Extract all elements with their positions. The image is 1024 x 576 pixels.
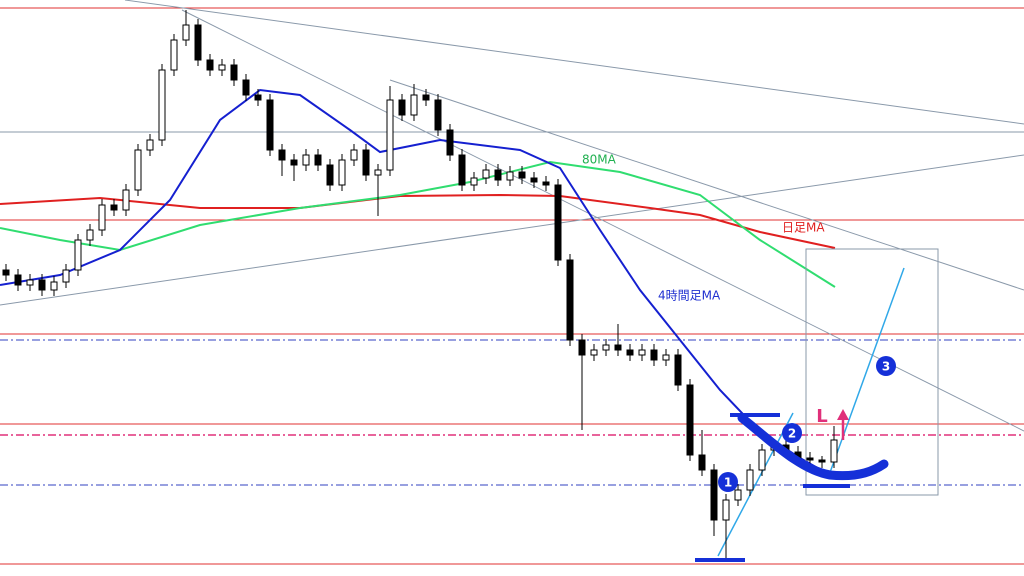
marker-circle [718,472,738,492]
candle-body [110,204,118,211]
candle-body [830,439,838,463]
candle-body [590,349,598,356]
entry-arrow-head [837,409,849,420]
ma-label: 4時間足MA [658,289,721,303]
candle-body [134,149,142,191]
candle-body [122,189,130,211]
candle-body [326,164,334,186]
trend-line [124,0,1024,125]
candle-body [230,64,238,81]
candle-body [506,171,514,181]
candle-body [578,339,586,356]
marker-number: 3 [882,360,890,374]
candle-body [242,79,250,96]
h4-ma [0,88,831,476]
candle-body [698,454,706,471]
candle-body [806,457,814,461]
candle-body [746,469,754,491]
candle-body [554,184,562,261]
candle-body [206,59,214,71]
candle-body [422,94,430,101]
candle-body [158,69,166,141]
projection [717,412,794,557]
candle-body [542,181,550,186]
candle-body [530,177,538,183]
candle-body [74,239,82,271]
curve-highlight [737,413,889,481]
candle-body [2,269,10,276]
candle-body [566,259,574,341]
candle-body [602,344,610,351]
candle-body [302,154,310,166]
candle-body [314,154,322,166]
candle-body [50,281,58,291]
marker-circle [876,356,896,376]
projection [827,267,905,479]
candle-body [254,94,262,101]
candle-body [182,24,190,41]
annotations: L 80MA 日足MA 4時間足MA 1 2 3 [582,153,896,562]
entry-label: L [816,406,827,427]
marker-number: 1 [724,476,732,490]
candle-body [686,384,694,456]
candle-body [362,149,370,176]
candle-body [734,489,742,501]
candle-body [14,274,22,286]
candle-body [278,149,286,161]
candle-body [386,99,394,171]
marker-circle [782,423,802,443]
candle-body [434,99,442,131]
candle-body [446,129,454,156]
candle-body [98,204,106,231]
ma-label: 80MA [582,153,617,167]
candle-body [674,354,682,386]
candle-body [494,169,502,181]
candle-body [266,99,274,151]
candle-body [518,171,526,179]
candle-body [338,159,346,186]
marker-number: 2 [788,427,796,441]
candle-body [614,344,622,351]
candle-body [218,64,226,71]
trend-line [0,154,1024,306]
candle-body [374,169,382,176]
ma-label: 日足MA [782,221,825,235]
candle-body [170,39,178,71]
candle-body [350,149,358,161]
candle-body [458,154,466,186]
candle-body [626,349,634,356]
candle-body [38,279,46,291]
candle-body [194,24,202,61]
candle-body [722,499,730,521]
range-box [805,248,939,496]
candle-body [482,169,490,179]
candles [2,10,838,560]
candle-body [62,269,70,283]
candle-body [470,177,478,186]
candle-body [146,139,154,151]
candle-body [710,469,718,521]
candle-body [650,349,658,361]
candle-body [410,94,418,116]
candle-body [290,159,298,166]
candle-body [662,354,670,361]
candle-body [86,229,94,241]
candle-body [398,99,406,116]
candle-body [818,459,826,463]
ma-80 [0,160,836,288]
candle-body [638,349,646,356]
candle-body [758,449,766,471]
candle-body [26,279,34,286]
trend-line [389,79,1024,291]
